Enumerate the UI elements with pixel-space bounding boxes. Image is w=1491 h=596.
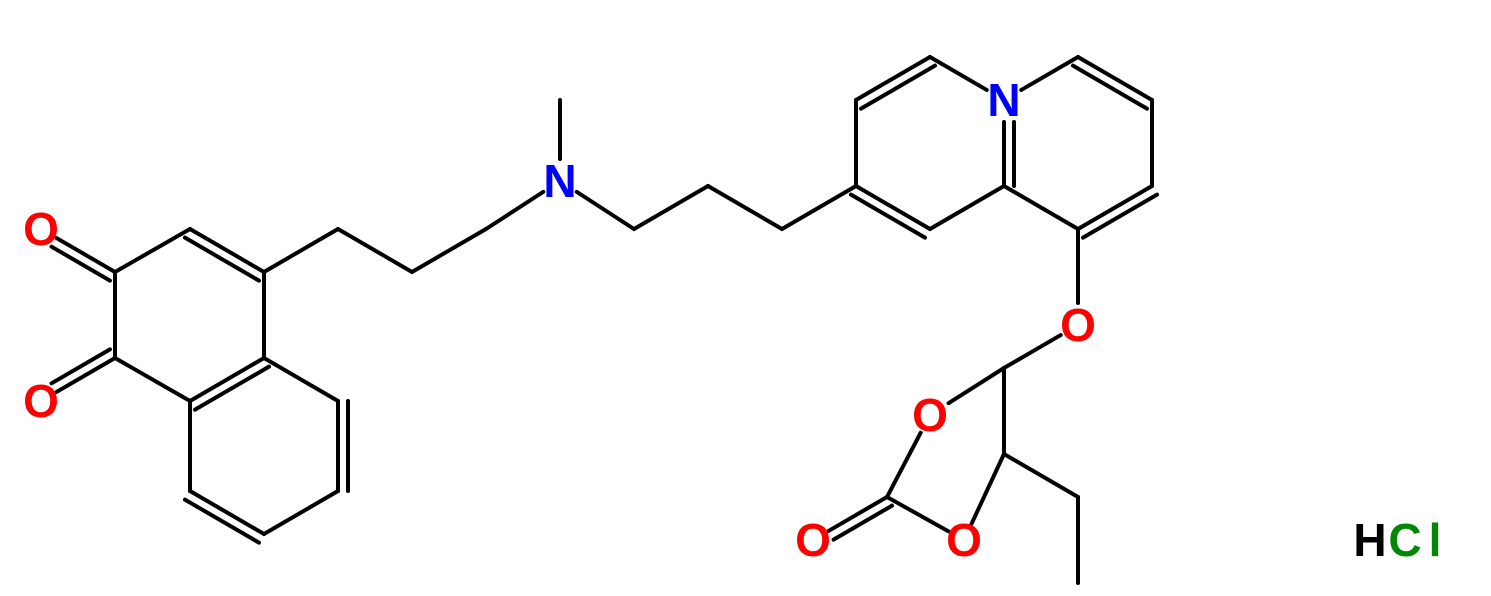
h-atom-label: H [1353, 514, 1386, 566]
n-atom-label: N [987, 74, 1020, 126]
o-atom-label: O [795, 514, 831, 566]
n-atom-label: N [543, 155, 576, 207]
c-atom-label: C [1388, 514, 1421, 566]
o-atom-label: O [23, 375, 59, 427]
o-atom-label: O [1060, 299, 1096, 351]
o-atom-label: O [912, 389, 948, 441]
o-atom-label: O [23, 203, 59, 255]
molecule-diagram: O O N N O O O O HCl [0, 0, 1491, 596]
l-atom-label: l [1429, 514, 1442, 566]
o-atom-label: O [946, 514, 982, 566]
